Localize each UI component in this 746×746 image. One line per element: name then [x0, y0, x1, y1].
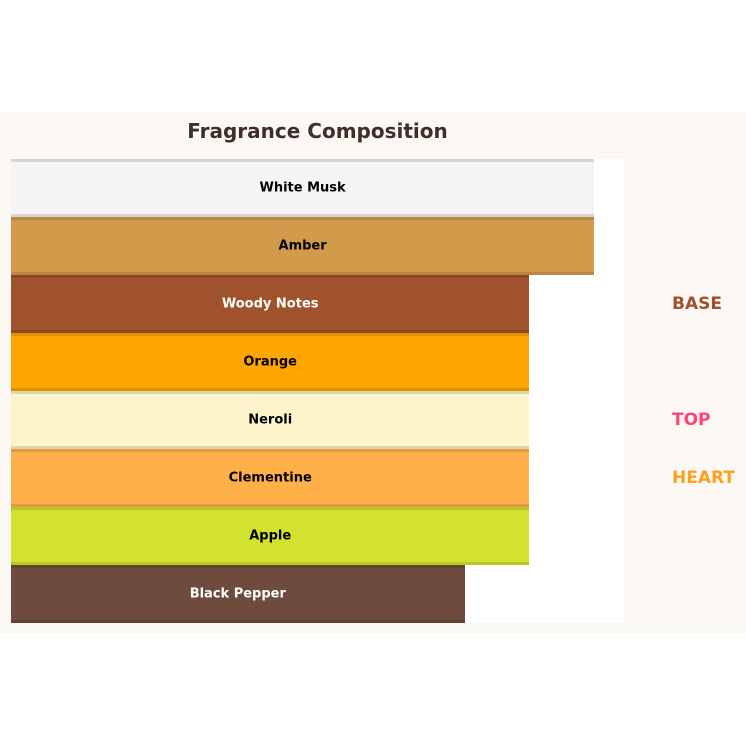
chart-title: Fragrance Composition — [187, 119, 448, 143]
bar-neroli: Neroli — [11, 391, 530, 449]
bar-clementine: Clementine — [11, 449, 530, 507]
bar-label: Woody Notes — [221, 296, 319, 312]
bar-label: Orange — [243, 354, 297, 370]
bar-black-pepper: Black Pepper — [11, 565, 465, 623]
bar-apple: Apple — [11, 507, 530, 565]
plot-area: White Musk Amber Woody Notes Orange Neroli Cl… — [11, 159, 624, 623]
bar-label: Apple — [249, 528, 292, 544]
annotation-heart: HEART — [672, 468, 735, 488]
annotation-top: TOP — [672, 410, 711, 430]
bar-white-musk: White Musk — [11, 159, 595, 217]
bar-label: White Musk — [259, 180, 346, 196]
bar-label: Neroli — [248, 412, 293, 428]
bar-woody-notes: Woody Notes — [11, 275, 530, 333]
bar-orange: Orange — [11, 333, 530, 391]
bar-label: Clementine — [228, 470, 312, 486]
bar-label: Black Pepper — [189, 586, 286, 602]
bar-label: Amber — [278, 238, 327, 254]
bar-amber: Amber — [11, 217, 595, 275]
annotation-base: BASE — [672, 294, 722, 314]
